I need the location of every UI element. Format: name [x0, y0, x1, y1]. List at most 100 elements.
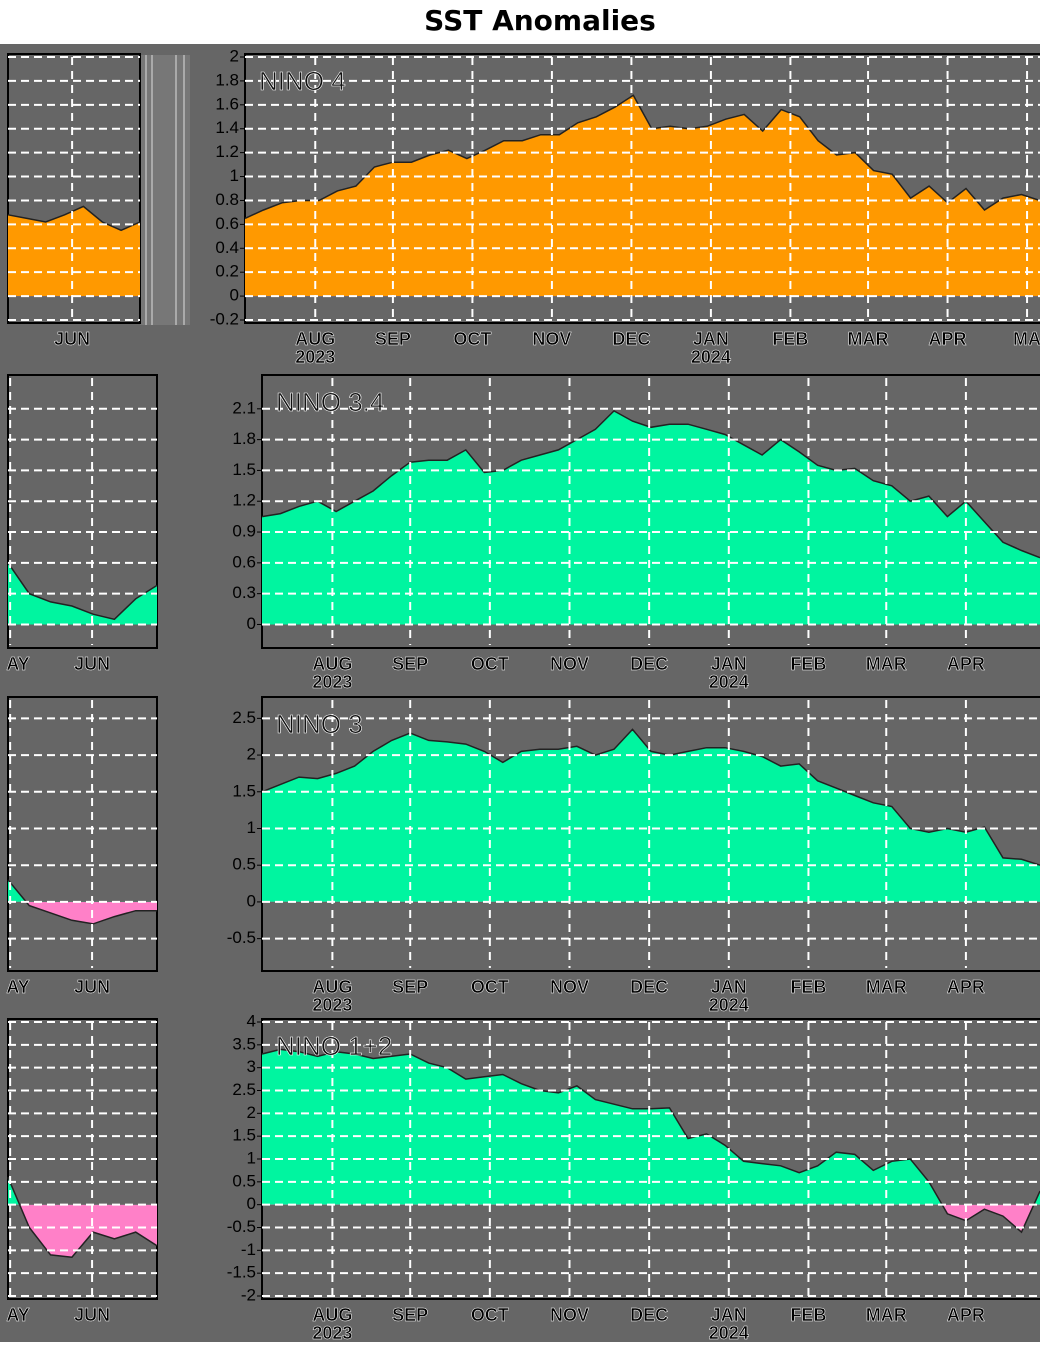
x-tick-label: MAR	[866, 1305, 907, 1325]
y-tick-label: 2.1	[232, 398, 256, 417]
x-tick-label: OCT	[471, 654, 509, 674]
x-tick-label: SEP	[392, 1305, 428, 1325]
x-tick-label: APR	[947, 977, 985, 997]
x-tick-label: DEC	[630, 1305, 668, 1325]
x-tick-label: FEB	[790, 977, 826, 997]
band	[140, 55, 190, 325]
y-tick-label: 1.6	[215, 94, 239, 113]
x-tick-label: AUG	[312, 654, 352, 674]
y-tick-label: -0.5	[227, 928, 256, 947]
y-tick-label: 1	[247, 1148, 256, 1167]
area-positive	[262, 1049, 1040, 1205]
x-tick-label: SEP	[392, 977, 428, 997]
x-tick-label: MAR	[866, 977, 907, 997]
x-tick-label: FEB	[790, 654, 826, 674]
inset-x-tick-label: JUN	[74, 1305, 110, 1325]
panel-title: NINO 4	[259, 66, 346, 96]
y-tick-label: 1.4	[215, 118, 239, 137]
x-tick-label: APR	[929, 329, 967, 349]
area-outline	[244, 94, 1040, 220]
y-tick-label: 0.4	[215, 238, 239, 257]
area-negative	[262, 624, 1040, 625]
y-tick-label: 4	[247, 1011, 256, 1030]
year-label: 2024	[709, 995, 749, 1015]
panel-title: NINO 1+2	[276, 1031, 392, 1061]
x-tick-label: DEC	[612, 329, 650, 349]
y-tick-label: 2	[230, 46, 239, 65]
x-tick-label: SEP	[375, 329, 411, 349]
x-tick-label: OCT	[471, 1305, 509, 1325]
area-positive	[8, 879, 157, 902]
x-tick-label: NOV	[550, 977, 589, 997]
y-tick-label: 1.5	[232, 781, 256, 800]
x-tick-label: NOV	[532, 329, 571, 349]
area-positive	[262, 410, 1040, 625]
y-tick-label: 1.8	[215, 70, 239, 89]
x-tick-label: NOV	[550, 1305, 589, 1325]
x-tick-label: DEC	[630, 977, 668, 997]
divider-band	[140, 55, 190, 325]
x-tick-label: MA	[1013, 329, 1040, 349]
inset-x-tick-label: AY	[6, 654, 29, 674]
inset-frame	[7, 374, 158, 649]
page-title: SST Anomalies	[424, 4, 656, 37]
y-tick-label: 0	[247, 614, 256, 633]
y-tick-label: 1	[247, 818, 256, 837]
area-outline	[7, 205, 141, 232]
area-positive	[262, 729, 1040, 902]
y-tick-label: 0.8	[215, 190, 239, 209]
y-tick-label: -0.5	[227, 1217, 256, 1236]
year-label: 2023	[295, 347, 335, 367]
x-tick-label: AUG	[312, 1305, 352, 1325]
y-tick-label: -0.2	[210, 309, 239, 328]
y-tick-label: 2	[247, 745, 256, 764]
year-label: 2024	[709, 1323, 749, 1342]
y-tick-label: -1.5	[227, 1263, 256, 1282]
y-tick-label: 0.2	[215, 262, 239, 281]
x-tick-label: JAN	[711, 1305, 747, 1325]
y-tick-label: 0.6	[232, 552, 256, 571]
chart-panel: -0.5 0 0.5 1 1.5 2 2.5 AUG SEP OCT NOV DEC JAN FEB MAR…	[6, 696, 1040, 1015]
chart-panel: -2 -1.5 -1 -0.5 0 0.5 1 1.5 2 2.5 3 3.5 4 AUG SEP OCT NO…	[6, 1011, 1040, 1343]
x-tick-label: MAR	[848, 329, 889, 349]
y-tick-label: 1.5	[232, 460, 256, 479]
plot-frame	[244, 53, 1040, 324]
year-label: 2024	[691, 347, 731, 367]
y-tick-label: 0	[230, 286, 239, 305]
inset-x-tick-label: AY	[6, 977, 29, 997]
panel-title: NINO 3	[276, 709, 363, 739]
y-tick-label: 1.2	[232, 491, 256, 510]
y-tick-label: 0.5	[232, 855, 256, 874]
y-tick-label: 3.5	[232, 1034, 256, 1053]
x-tick-label: JAN	[711, 977, 747, 997]
area-outline	[7, 879, 157, 925]
inset-x-tick-label: JUN	[74, 977, 110, 997]
y-tick-label: 2.5	[232, 708, 256, 727]
y-tick-label: 2	[247, 1103, 256, 1122]
area-negative	[8, 1204, 157, 1258]
plot-frame	[261, 374, 1040, 649]
x-tick-label: SEP	[392, 654, 428, 674]
y-tick-label: -2	[241, 1285, 256, 1304]
y-tick-label: 0.3	[232, 583, 256, 602]
chart-panel: 0 0.3 0.6 0.9 1.2 1.5 1.8 2.1 AUG SEP OCT NOV DEC JAN…	[6, 374, 1040, 692]
y-tick-label: 1.5	[232, 1126, 256, 1145]
y-tick-label: 3	[247, 1057, 256, 1076]
inset-x-tick-label: AY	[6, 1305, 29, 1325]
x-tick-label: JAN	[711, 654, 747, 674]
x-tick-label: APR	[947, 654, 985, 674]
area-outline	[261, 1048, 1040, 1234]
x-tick-label: AUG	[312, 977, 352, 997]
area-negative	[262, 1204, 1040, 1233]
area-outline	[261, 728, 1040, 866]
y-tick-label: 0	[247, 1194, 256, 1213]
area-positive	[8, 562, 157, 625]
year-label: 2023	[312, 1323, 352, 1342]
inset-frame	[7, 53, 141, 324]
chart-panel: -0.2 0 0.2 0.4 0.6 0.8 1 1.2 1.4 1.6 1.8 2 AUG SEP OCT…	[7, 46, 1040, 367]
x-tick-label: JAN	[693, 329, 729, 349]
y-tick-label: -1	[241, 1240, 256, 1259]
inset-frame	[7, 696, 158, 972]
x-tick-label: NOV	[550, 654, 589, 674]
